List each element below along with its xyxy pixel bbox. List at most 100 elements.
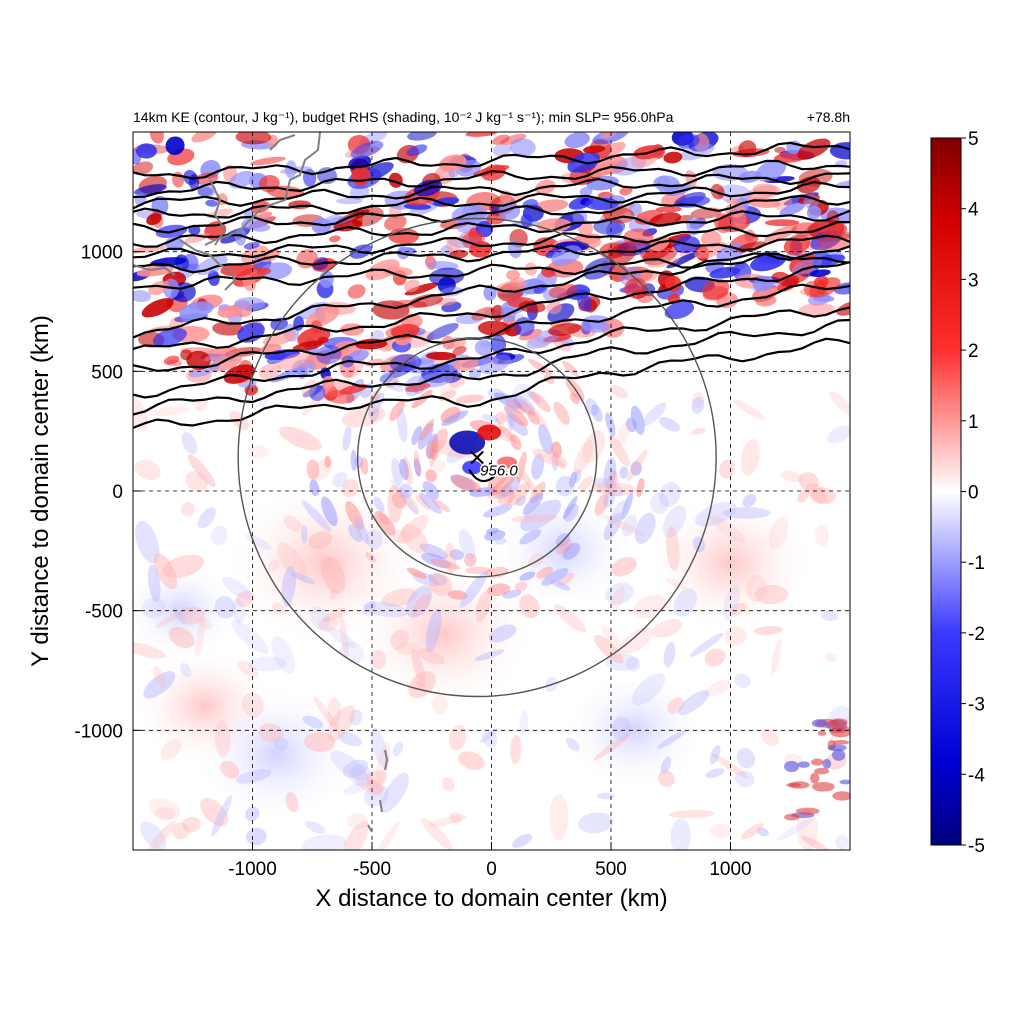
shading-blob <box>441 777 455 792</box>
shading-blob <box>421 818 453 850</box>
shading-blob <box>736 747 756 769</box>
shading-blob <box>626 449 648 482</box>
shading-blob <box>321 375 335 389</box>
shading-blob <box>487 583 511 597</box>
shading-blob <box>755 159 787 182</box>
shading-blob <box>363 784 389 807</box>
shading-blob <box>359 457 369 475</box>
shading-blob <box>341 479 359 498</box>
shading-blob <box>795 807 820 815</box>
ke-contours <box>133 141 850 483</box>
shading-blob <box>259 262 293 280</box>
shading-blob <box>477 320 512 336</box>
shading-blob <box>723 585 740 621</box>
shading-blob <box>814 524 829 547</box>
shading-blob <box>569 471 577 488</box>
ke-contour <box>133 260 850 350</box>
shading-blob <box>422 480 439 500</box>
shading-blob <box>163 355 180 365</box>
shading-blob <box>217 305 242 318</box>
shading-blob <box>448 724 467 751</box>
shading-blob <box>536 566 554 579</box>
shading-blob <box>621 492 634 520</box>
shading-core <box>462 460 483 475</box>
shading-blob <box>431 498 451 513</box>
shading-blob <box>678 690 710 715</box>
shading-blob <box>500 476 521 498</box>
shading-blob <box>781 273 809 287</box>
shading-blob <box>591 481 637 496</box>
shading-blob <box>655 206 682 213</box>
shading-blob <box>580 319 610 333</box>
shading-blob <box>363 601 408 618</box>
shading-blob <box>342 425 352 452</box>
shading-blob <box>605 653 639 671</box>
shading-blob <box>732 210 747 227</box>
shading-blob <box>594 477 624 497</box>
shading-blob <box>660 756 672 775</box>
shading-blob <box>631 673 666 706</box>
shading-blob <box>530 391 551 413</box>
shading-blob <box>148 280 170 296</box>
shading-blob <box>526 390 541 404</box>
shading-blob <box>663 151 683 164</box>
shading-blob <box>235 590 255 607</box>
shading-blob <box>610 586 625 612</box>
shading-blob <box>584 197 619 211</box>
shading-blob <box>462 230 485 249</box>
shading-blob <box>606 222 623 239</box>
shading-blob <box>784 813 800 821</box>
shading-blob <box>658 417 681 432</box>
shading-blob <box>835 834 849 850</box>
shading-blob <box>817 730 827 736</box>
shading-blob <box>797 138 831 160</box>
shading-blob <box>702 278 730 300</box>
shading-blob <box>365 770 387 787</box>
shading-blob <box>520 499 562 532</box>
shading-blob <box>276 542 307 580</box>
shading-blob <box>395 642 418 655</box>
shading-wash <box>491 490 635 611</box>
shading-blob <box>365 552 377 563</box>
shading-blob <box>313 696 340 734</box>
shading-blob <box>691 396 705 414</box>
shading-blob <box>784 760 799 773</box>
shading-blob <box>277 352 313 370</box>
shading-blob <box>416 648 445 665</box>
shading-blob <box>663 641 676 668</box>
shading-blob <box>494 538 507 545</box>
shading-blob <box>734 673 751 689</box>
shading-blob <box>519 329 543 341</box>
shading-blob <box>197 507 216 529</box>
shading-blob <box>390 479 418 515</box>
shading-blob <box>366 779 384 795</box>
shading-blob <box>651 619 683 638</box>
shading-blob <box>511 833 533 848</box>
shading-blob <box>415 494 430 511</box>
shading-blob <box>301 500 332 532</box>
shading-blob <box>291 572 316 585</box>
shading-blob <box>243 242 260 250</box>
shading-blob <box>677 133 700 149</box>
shading-blob <box>650 492 669 514</box>
shading-blob <box>425 351 457 361</box>
shading-blob <box>603 457 617 489</box>
shading-blob <box>764 219 800 227</box>
shading-blob <box>603 512 623 541</box>
x-tick-label: -500 <box>353 859 391 880</box>
shading-blob <box>237 660 259 678</box>
shading-blob <box>301 834 347 850</box>
shading-blob <box>482 729 498 748</box>
shading-blob <box>419 543 449 559</box>
shading-blob <box>810 487 836 505</box>
shading-blob <box>172 606 186 625</box>
shading-blob <box>385 326 417 340</box>
shading-blob <box>496 421 518 444</box>
shading-blob <box>155 610 185 629</box>
shading-blob <box>582 430 606 464</box>
shading-blob <box>770 639 782 674</box>
shading-blob <box>673 588 698 617</box>
shading-blob <box>600 132 617 139</box>
shading-blob <box>389 400 405 421</box>
